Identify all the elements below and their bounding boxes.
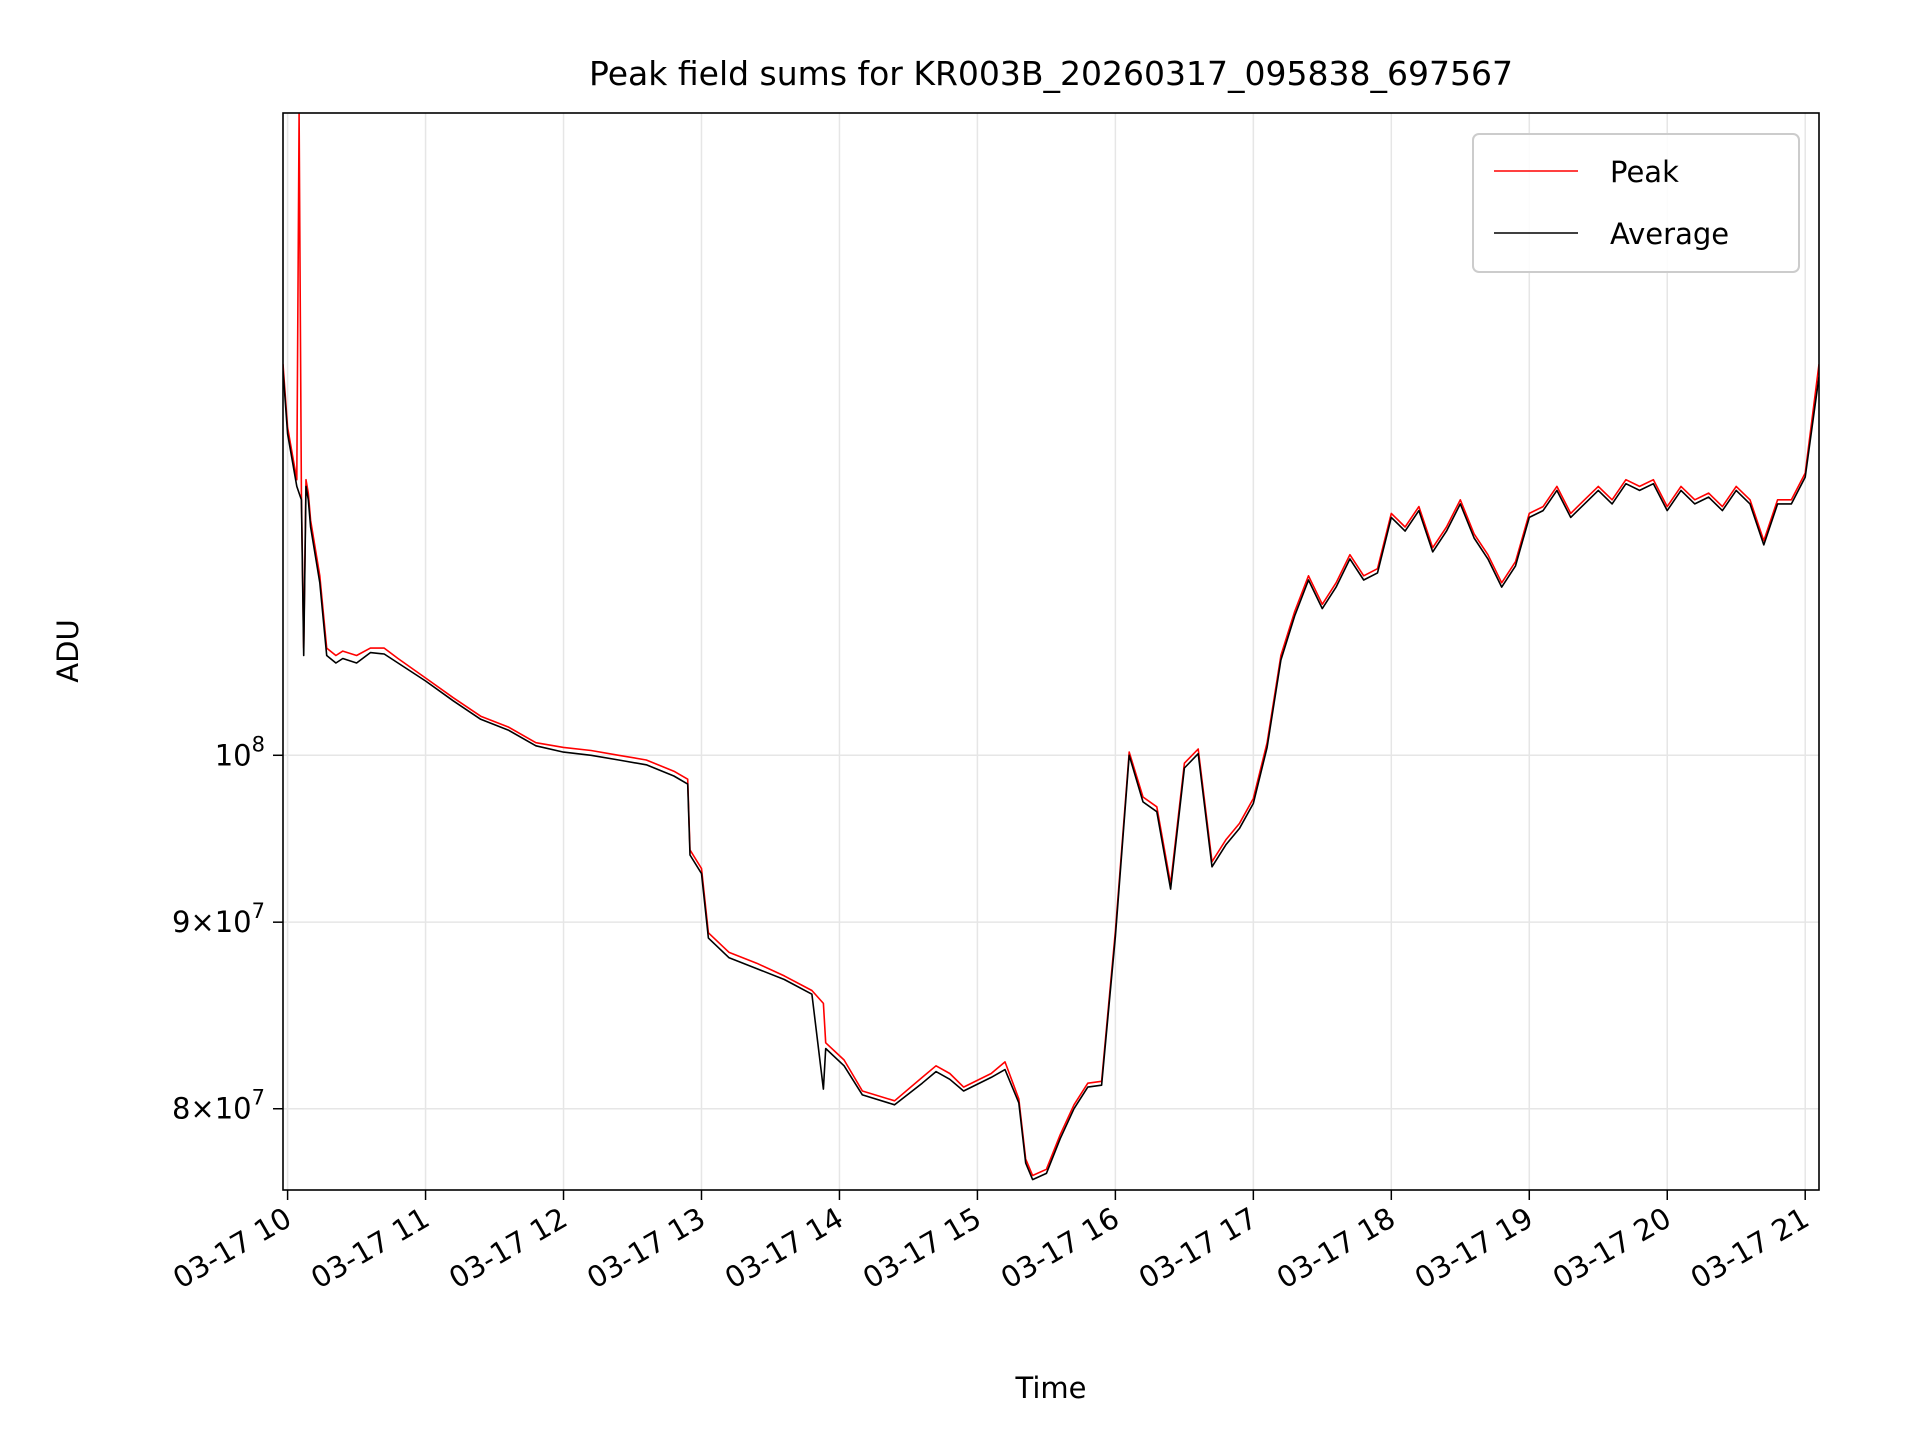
- y-tick-times: ×10: [190, 1092, 251, 1126]
- legend: Peak Average: [1472, 133, 1800, 273]
- legend-peak-label: Peak: [1610, 155, 1679, 189]
- grid: [283, 113, 1819, 1190]
- y-tick-exponent: 7: [252, 1086, 265, 1110]
- plot-frame: [282, 112, 1820, 1191]
- plot-lines: [283, 113, 1819, 1181]
- y-tick-label: 108: [215, 732, 265, 772]
- chart-title: Peak field sums for KR003B_20260317_0958…: [589, 54, 1513, 93]
- y-tick-exponent: 8: [252, 732, 265, 756]
- y-tick-base: 10: [215, 738, 252, 772]
- legend-box: [1472, 133, 1800, 273]
- peak-series-line: [283, 113, 1819, 1177]
- y-tick-label: 8×107: [172, 1086, 265, 1126]
- y-tick-exponent: 7: [252, 899, 265, 923]
- x-axis-label: Time: [1015, 1371, 1087, 1405]
- average-series-line: [283, 370, 1819, 1181]
- y-tick-mantissa: 8: [172, 1092, 190, 1126]
- y-tick-mantissa: 9: [172, 905, 190, 939]
- legend-average-label: Average: [1610, 217, 1729, 251]
- y-tick-label: 9×107: [172, 899, 265, 939]
- y-tick-times: ×10: [190, 905, 251, 939]
- y-axis-label: ADU: [51, 619, 85, 682]
